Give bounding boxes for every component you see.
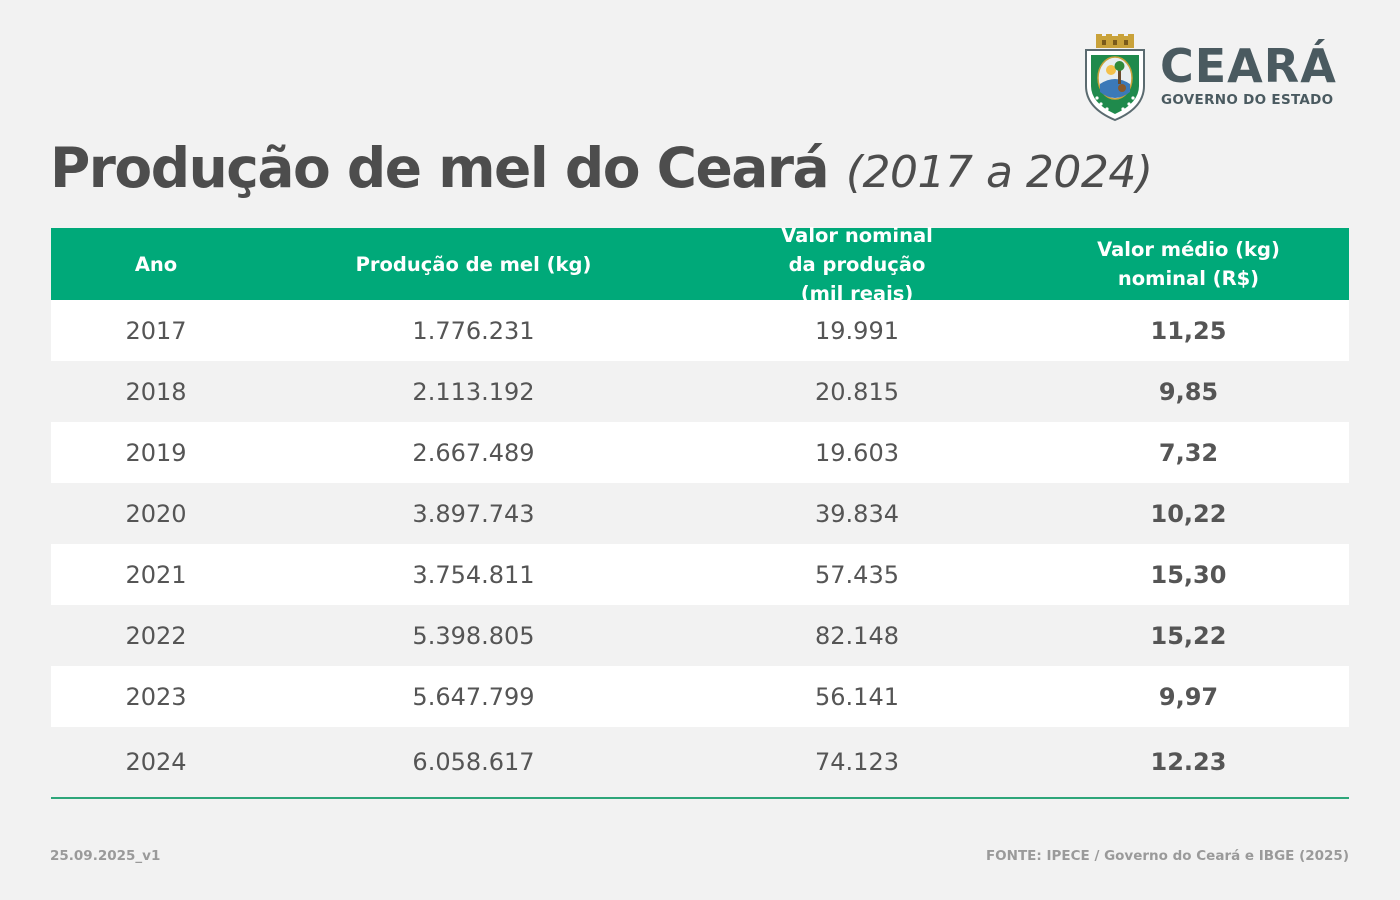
table-row: 2018 2.113.192 20.815 9,85 xyxy=(51,361,1349,422)
cell-average-value: 10,22 xyxy=(1150,499,1227,528)
brand-subtitle: GOVERNO DO ESTADO xyxy=(1161,92,1334,108)
column-header-nominal-value: Valor nominal da produção (mil reais) xyxy=(781,223,933,305)
cell-nominal-value: 19.991 xyxy=(815,316,899,345)
cell-nominal-value: 74.123 xyxy=(815,748,899,776)
cell-year: 2023 xyxy=(125,682,187,711)
cell-production: 6.058.617 xyxy=(412,748,535,776)
table-row: 2021 3.754.811 57.435 15,30 xyxy=(51,544,1349,605)
cell-production: 1.776.231 xyxy=(412,316,535,345)
cell-year: 2024 xyxy=(125,748,187,776)
table-row: 2022 5.398.805 82.148 15,22 xyxy=(51,605,1349,666)
cell-production: 3.897.743 xyxy=(412,499,535,528)
source-label: FONTE: IPECE / Governo do Ceará e IBGE (… xyxy=(985,848,1349,864)
column-header-average-value: Valor médio (kg) nominal (R$) xyxy=(1097,238,1280,290)
cell-nominal-value: 39.834 xyxy=(815,499,899,528)
cell-nominal-value: 57.435 xyxy=(815,560,899,589)
cell-production: 3.754.811 xyxy=(412,560,535,589)
cell-average-value: 15,30 xyxy=(1150,560,1227,589)
table-row: 2019 2.667.489 19.603 7,32 xyxy=(51,422,1349,483)
cell-average-value: 9,97 xyxy=(1158,682,1219,711)
coat-of-arms-icon xyxy=(1085,34,1145,122)
page-title: Produção de mel do Ceará (2017 a 2024) xyxy=(50,136,1153,200)
cell-year: 2022 xyxy=(125,621,187,650)
brand-name: CEARÁ xyxy=(1160,39,1337,93)
cell-production: 5.647.799 xyxy=(412,682,535,711)
cell-nominal-value: 20.815 xyxy=(815,377,899,406)
cell-average-value: 11,25 xyxy=(1150,316,1227,345)
column-header-production: Produção de mel (kg) xyxy=(355,252,592,276)
cell-year: 2018 xyxy=(125,377,187,406)
cell-year: 2021 xyxy=(125,560,187,589)
cell-average-value: 7,32 xyxy=(1158,438,1219,467)
table-row: 2024 6.058.617 74.123 12.23 xyxy=(51,727,1349,797)
cell-average-value: 15,22 xyxy=(1150,621,1227,650)
table-header: Ano Produção de mel (kg) Valor nominal d… xyxy=(51,223,1349,305)
table-row: 2023 5.647.799 56.141 9,97 xyxy=(51,666,1349,727)
cell-year: 2017 xyxy=(125,316,187,345)
cell-average-value: 12.23 xyxy=(1150,748,1227,776)
cell-average-value: 9,85 xyxy=(1158,377,1219,406)
cell-year: 2020 xyxy=(125,499,187,528)
title-period: (2017 a 2024) xyxy=(845,147,1153,198)
version-label: 25.09.2025_v1 xyxy=(50,848,161,864)
cell-nominal-value: 19.603 xyxy=(815,438,899,467)
cell-year: 2019 xyxy=(125,438,187,467)
table-bottom-divider xyxy=(51,797,1349,799)
cell-nominal-value: 56.141 xyxy=(815,682,899,711)
cell-production: 5.398.805 xyxy=(412,621,535,650)
cell-production: 2.667.489 xyxy=(412,438,535,467)
cell-production: 2.113.192 xyxy=(412,377,535,406)
title-main: Produção de mel do Ceará xyxy=(50,136,830,200)
honey-production-table: Ano Produção de mel (kg) Valor nominal d… xyxy=(51,223,1349,799)
table-row: 2017 1.776.231 19.991 11,25 xyxy=(51,300,1349,361)
column-header-year: Ano xyxy=(134,252,178,276)
table-row: 2020 3.897.743 39.834 10,22 xyxy=(51,483,1349,544)
ceara-logo: CEARÁ GOVERNO DO ESTADO xyxy=(1082,34,1354,124)
cell-nominal-value: 82.148 xyxy=(815,621,899,650)
